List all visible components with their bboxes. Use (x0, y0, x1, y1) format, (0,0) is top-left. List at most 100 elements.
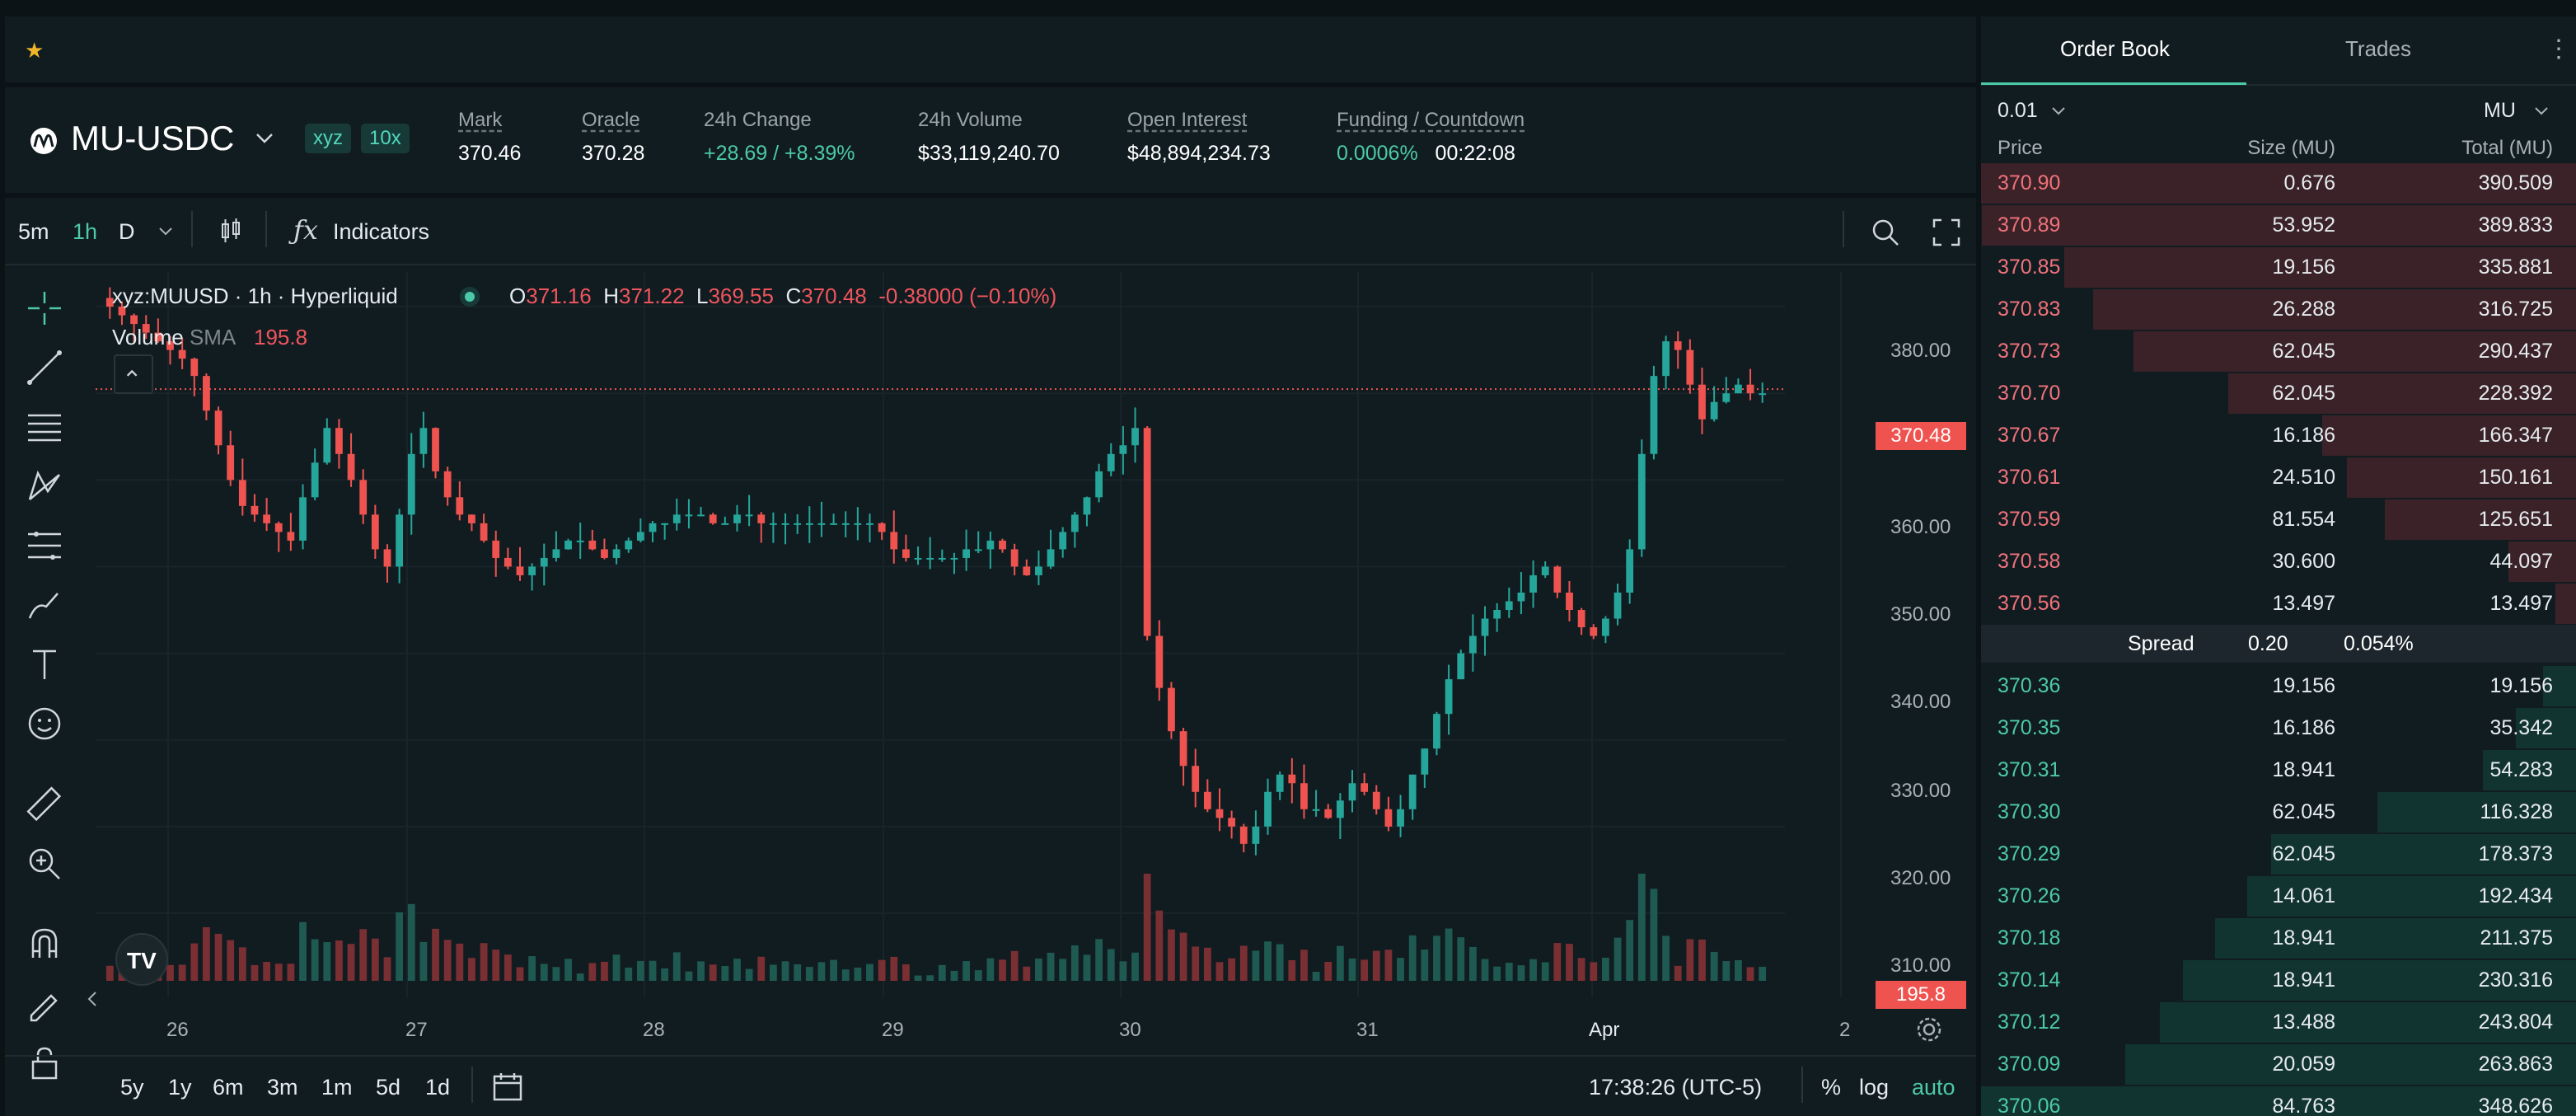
tradingview-logo-icon[interactable]: TV (115, 933, 168, 986)
calendar-icon[interactable] (491, 1070, 524, 1103)
order-price: 370.35 (1998, 716, 2061, 739)
last-price-tag: 370.48 (1876, 422, 1966, 450)
candlestick-chart[interactable] (96, 272, 1884, 997)
range-1d[interactable]: 1d (425, 1075, 451, 1100)
zoom-in-icon[interactable] (25, 844, 64, 884)
tick-size-select[interactable]: 0.01 (1998, 99, 2038, 122)
volume-bar (1035, 958, 1042, 981)
order-size: 0.676 (2283, 171, 2335, 195)
tab-trades[interactable]: Trades (2345, 36, 2411, 61)
candle-body (1457, 653, 1465, 680)
ask-row[interactable]: 370.73 62.045 290.437 (1981, 331, 2576, 372)
volume-bar (1408, 935, 1417, 981)
ask-row[interactable]: 370.61 24.510 150.161 (1981, 457, 2576, 498)
pattern-icon[interactable] (25, 467, 64, 506)
ruler-icon[interactable] (25, 785, 64, 824)
candle-body (1493, 610, 1501, 619)
auto-toggle[interactable]: auto (1912, 1075, 1955, 1100)
bid-row[interactable]: 370.09 20.059 263.863 (1981, 1044, 2576, 1085)
magnet-icon[interactable] (25, 925, 64, 964)
bid-row[interactable]: 370.29 62.045 178.373 (1981, 834, 2576, 875)
volume-bar (1252, 950, 1260, 981)
range-1m[interactable]: 1m (321, 1075, 353, 1100)
bid-row[interactable]: 370.12 13.488 243.804 (1981, 1002, 2576, 1043)
crosshair-icon[interactable] (25, 288, 64, 328)
candle-body (1722, 393, 1731, 402)
candle-body (1324, 809, 1332, 818)
chevron-down-icon[interactable] (252, 125, 277, 150)
tab-order-book[interactable]: Order Book (2060, 36, 2170, 61)
collapse-legend-button[interactable] (114, 354, 153, 394)
unit-select[interactable]: MU (2484, 99, 2516, 122)
bid-row[interactable]: 370.35 16.186 35.342 (1981, 708, 2576, 748)
depth-bar (1981, 1086, 2576, 1116)
volume-bar (974, 970, 982, 981)
bid-row[interactable]: 370.31 18.941 54.283 (1981, 750, 2576, 790)
percent-toggle[interactable]: % (1821, 1075, 1842, 1100)
settings-icon[interactable] (1915, 1015, 1943, 1043)
brush-icon[interactable] (25, 585, 64, 625)
volume-bar (1735, 959, 1742, 981)
ask-row[interactable]: 370.67 16.186 166.347 (1981, 415, 2576, 456)
candle-body (745, 514, 753, 517)
zoom-search-icon[interactable] (1869, 216, 1902, 249)
candle-body (1686, 349, 1694, 385)
timeframe-d[interactable]: D (119, 219, 135, 244)
emoji-icon[interactable] (25, 704, 64, 743)
clock-display[interactable]: 17:38:26 (UTC-5) (1589, 1075, 1763, 1100)
candle-body (1637, 453, 1646, 550)
candle-body (576, 540, 584, 542)
fullscreen-icon[interactable] (1932, 218, 1961, 247)
lock-icon[interactable] (25, 1043, 64, 1083)
candle-body (1264, 791, 1272, 827)
timeframe-1h[interactable]: 1h (73, 219, 98, 244)
ask-row[interactable]: 370.59 81.554 125.651 (1981, 499, 2576, 540)
ask-row[interactable]: 370.56 13.497 13.497 (1981, 584, 2576, 624)
chevron-down-icon[interactable] (2050, 106, 2067, 117)
trend-line-icon[interactable] (25, 348, 64, 387)
bid-row[interactable]: 370.18 18.941 211.375 (1981, 918, 2576, 959)
chevron-down-icon[interactable] (157, 226, 175, 237)
order-size: 16.186 (2272, 716, 2335, 739)
fib-icon[interactable] (25, 526, 64, 565)
star-icon[interactable]: ★ (25, 38, 44, 63)
bid-row[interactable]: 370.26 14.061 192.434 (1981, 876, 2576, 917)
bid-row[interactable]: 370.36 19.156 19.156 (1981, 666, 2576, 706)
ask-row[interactable]: 370.85 19.156 335.881 (1981, 247, 2576, 288)
order-size: 14.061 (2272, 884, 2335, 907)
range-1y[interactable]: 1y (168, 1075, 192, 1100)
collapse-toolbar-icon[interactable] (86, 989, 99, 1009)
change-stat: 24h Change +28.69 / +8.39% (704, 109, 855, 165)
more-icon[interactable]: ⋮ (2546, 35, 2571, 63)
range-6m[interactable]: 6m (213, 1075, 244, 1100)
ask-row[interactable]: 370.89 53.952 389.833 (1981, 205, 2576, 246)
leverage-tag[interactable]: 10x (361, 124, 410, 153)
text-icon[interactable] (25, 645, 64, 684)
indicators-icon[interactable]: ƒx (293, 214, 318, 246)
timeframe-5m[interactable]: 5m (18, 219, 49, 244)
range-5d[interactable]: 5d (376, 1075, 401, 1100)
volume-bar (299, 921, 307, 981)
pencil-lock-icon[interactable] (25, 984, 64, 1024)
chevron-down-icon[interactable] (2533, 106, 2550, 117)
pair-selector[interactable]: MU-USDC (71, 119, 235, 157)
indicators-button[interactable]: Indicators (333, 219, 430, 244)
horizontal-lines-icon[interactable] (25, 407, 64, 447)
range-3m[interactable]: 3m (267, 1075, 298, 1100)
candle-type-icon[interactable] (216, 216, 246, 246)
log-toggle[interactable]: log (1859, 1075, 1890, 1100)
bid-row[interactable]: 370.14 18.941 230.316 (1981, 960, 2576, 1001)
divider (191, 211, 193, 247)
ask-row[interactable]: 370.90 0.676 390.509 (1981, 163, 2576, 204)
bid-row[interactable]: 370.30 62.045 116.328 (1981, 792, 2576, 832)
volume-bar (287, 964, 295, 981)
bid-row[interactable]: 370.06 84.763 348.626 (1981, 1086, 2576, 1116)
range-5y[interactable]: 5y (120, 1075, 144, 1100)
candle-body (1372, 791, 1380, 809)
candle-body (1481, 618, 1489, 636)
volume-bar (1336, 945, 1344, 981)
volume-bar (1541, 962, 1549, 981)
ask-row[interactable]: 370.70 62.045 228.392 (1981, 373, 2576, 414)
ask-row[interactable]: 370.83 26.288 316.725 (1981, 289, 2576, 330)
ask-row[interactable]: 370.58 30.600 44.097 (1981, 542, 2576, 582)
